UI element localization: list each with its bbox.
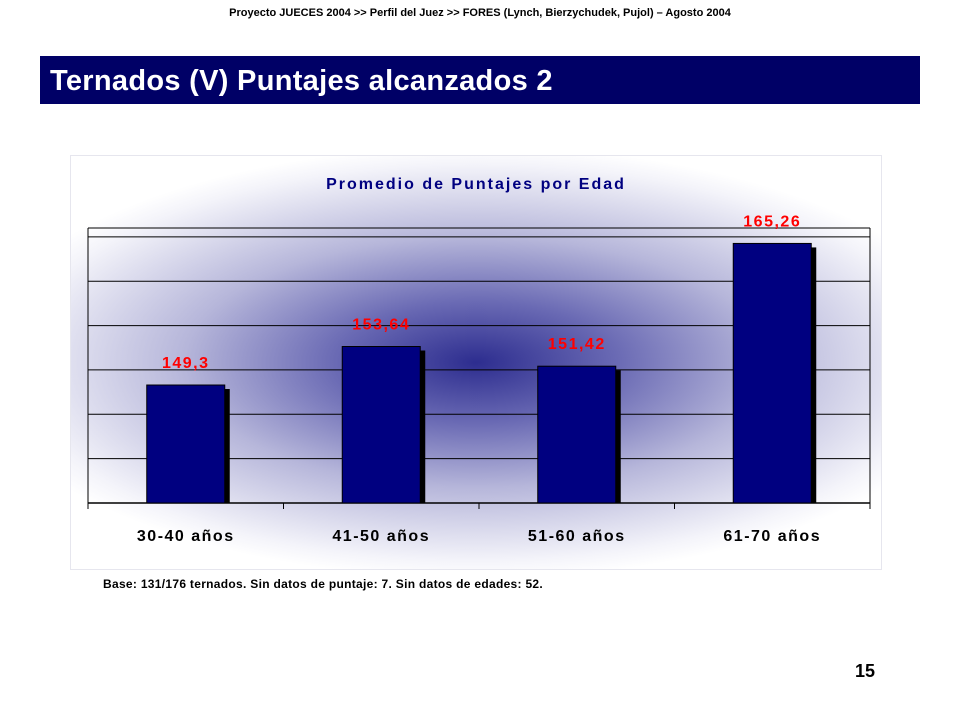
bar-chart: Promedio de Puntajes por Edad 149,3 30-40 … bbox=[87, 176, 871, 545]
chart-footnote: Base: 131/176 ternados. Sin datos de pun… bbox=[103, 577, 544, 591]
page-number: 15 bbox=[855, 661, 876, 681]
x-tick-label: 61-70 años bbox=[723, 528, 821, 545]
slide-title-bar: Ternados (V) Puntajes alcanzados 2 bbox=[40, 56, 920, 104]
x-tick-label: 30-40 años bbox=[137, 528, 235, 545]
bar bbox=[537, 365, 617, 504]
header-breadcrumb: Proyecto JUECES 2004 >> Perfil del Juez … bbox=[229, 7, 731, 19]
x-tick-label: 51-60 años bbox=[528, 528, 626, 545]
bar bbox=[341, 346, 421, 504]
x-tick-label: 41-50 años bbox=[332, 528, 430, 545]
data-label: 149,3 bbox=[162, 355, 210, 372]
chart-panel: Promedio de Puntajes por Edad 149,3 30-40 … bbox=[70, 155, 882, 570]
data-label: 151,42 bbox=[548, 336, 606, 353]
bar bbox=[146, 384, 226, 504]
bar bbox=[732, 242, 812, 504]
chart-title: Promedio de Puntajes por Edad bbox=[326, 176, 626, 193]
data-label: 165,26 bbox=[743, 213, 801, 230]
slide-title: Ternados (V) Puntajes alcanzados 2 bbox=[50, 65, 553, 97]
data-label: 153,64 bbox=[352, 317, 410, 334]
